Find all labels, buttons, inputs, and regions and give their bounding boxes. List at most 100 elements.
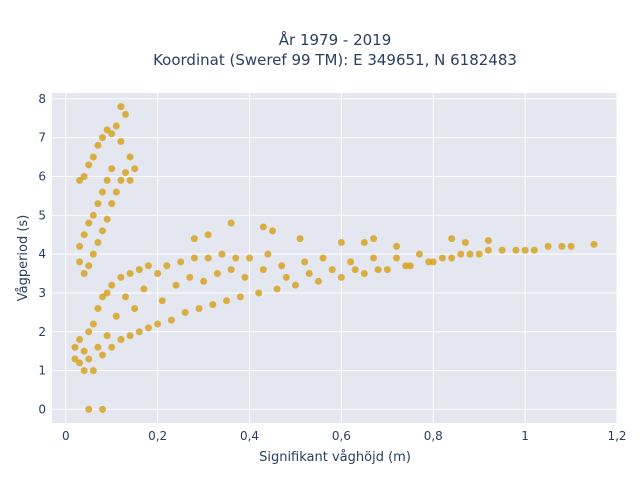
plot-area — [52, 93, 617, 423]
data-point — [135, 328, 143, 336]
data-point — [337, 238, 345, 246]
data-point — [448, 254, 456, 262]
data-point — [85, 355, 93, 363]
data-point — [117, 103, 125, 111]
data-point — [305, 270, 313, 278]
data-point — [154, 270, 162, 278]
data-point — [89, 367, 97, 375]
data-point — [484, 237, 492, 245]
data-point — [264, 250, 272, 258]
data-point — [236, 293, 244, 301]
data-point — [135, 266, 143, 274]
data-point — [415, 250, 423, 258]
data-point — [461, 238, 469, 246]
data-point — [85, 161, 93, 169]
data-point — [131, 165, 139, 173]
y-axis-title: Vågperiod (s) — [16, 215, 31, 302]
data-point — [172, 281, 180, 289]
data-point — [94, 343, 102, 351]
data-point — [76, 359, 84, 367]
data-point — [429, 258, 437, 266]
data-point — [282, 273, 290, 281]
data-point — [268, 227, 276, 235]
data-point — [99, 293, 107, 301]
y-tick-label: 7 — [38, 131, 46, 145]
data-point — [370, 235, 378, 243]
x-tick-label: 0,4 — [240, 429, 259, 443]
data-point — [347, 258, 355, 266]
data-point — [223, 297, 231, 305]
data-point — [190, 235, 198, 243]
data-point — [76, 176, 84, 184]
data-point — [103, 289, 111, 297]
data-point — [85, 405, 93, 413]
data-point — [80, 172, 88, 180]
data-point — [448, 235, 456, 243]
data-point — [89, 320, 97, 328]
data-point — [99, 405, 107, 413]
data-point — [393, 254, 401, 262]
data-point — [218, 250, 226, 258]
data-point — [590, 240, 598, 248]
x-tick-label: 0,2 — [148, 429, 167, 443]
y-tick-label: 2 — [38, 325, 46, 339]
data-point — [121, 293, 129, 301]
data-point — [94, 200, 102, 208]
data-point — [438, 254, 446, 262]
data-point — [103, 332, 111, 340]
data-point — [112, 188, 120, 196]
chart-title: År 1979 - 2019 — [279, 30, 392, 49]
data-point — [80, 347, 88, 355]
data-point — [273, 285, 281, 293]
x-tick-label: 1 — [521, 429, 529, 443]
data-point — [255, 289, 263, 297]
data-point — [94, 141, 102, 149]
data-point — [117, 336, 125, 344]
x-tick-label: 0 — [62, 429, 70, 443]
data-point — [498, 246, 506, 254]
data-point — [466, 250, 474, 258]
data-point — [103, 126, 111, 134]
data-point — [232, 254, 240, 262]
data-point — [121, 169, 129, 177]
data-point — [76, 336, 84, 344]
data-point — [544, 242, 552, 250]
x-tick-label: 1,2 — [607, 429, 626, 443]
data-point — [370, 254, 378, 262]
data-point — [259, 223, 267, 231]
data-point — [360, 270, 368, 278]
data-point — [85, 328, 93, 336]
data-point — [209, 301, 217, 309]
data-point — [393, 242, 401, 250]
data-point — [278, 262, 286, 270]
data-point — [241, 273, 249, 281]
data-point — [259, 266, 267, 274]
data-point — [108, 200, 116, 208]
data-point — [89, 153, 97, 161]
data-point — [319, 254, 327, 262]
data-point — [85, 219, 93, 227]
y-tick-label: 6 — [38, 169, 46, 183]
data-point — [195, 304, 203, 312]
data-point — [140, 285, 148, 293]
grid-lines — [52, 93, 618, 423]
data-point — [558, 242, 566, 250]
data-point — [190, 254, 198, 262]
data-point — [99, 351, 107, 359]
x-tick-label: 0,8 — [424, 429, 443, 443]
data-point — [103, 215, 111, 223]
data-point — [314, 277, 322, 285]
data-point — [144, 324, 152, 332]
data-point — [475, 250, 483, 258]
data-point — [108, 343, 116, 351]
data-point — [227, 266, 235, 274]
data-point — [108, 130, 116, 138]
data-point — [131, 304, 139, 312]
data-point — [126, 176, 134, 184]
data-point — [530, 246, 538, 254]
data-point — [117, 273, 125, 281]
data-point — [99, 227, 107, 235]
data-point — [126, 270, 134, 278]
data-point — [521, 246, 529, 254]
